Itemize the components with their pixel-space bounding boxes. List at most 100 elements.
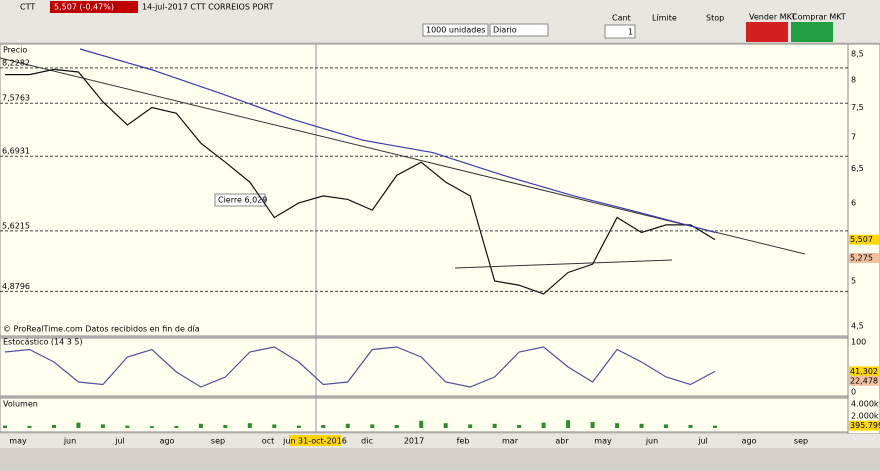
volume-bar — [664, 424, 669, 428]
volume-bar — [615, 423, 620, 428]
volume-bar — [468, 424, 473, 428]
month-label: jun — [645, 437, 658, 446]
volume-title: Volumen — [3, 400, 38, 409]
volume-bar — [76, 422, 81, 428]
last-label: 22,478 — [850, 376, 878, 385]
sell-button[interactable] — [746, 22, 788, 42]
month-label: jun — [63, 437, 76, 446]
volume-bar — [517, 425, 522, 428]
volume-bar — [713, 425, 717, 428]
stoch-title: Estocástico (14 3 5) — [3, 338, 83, 347]
last-label-box — [849, 366, 879, 377]
volume-bar — [370, 424, 375, 428]
y-tick-label: 7 — [851, 133, 856, 142]
y-tick-label: 5 — [851, 276, 856, 285]
volume-bar — [174, 425, 179, 428]
volume-bar — [296, 425, 301, 428]
volume-bar — [443, 423, 448, 428]
volume-bar — [566, 420, 571, 428]
series-line — [5, 68, 716, 295]
last-label: 5,507 — [850, 235, 873, 244]
last-label-box — [849, 253, 879, 264]
volume-bar — [688, 425, 693, 428]
volume-bar — [639, 423, 644, 428]
volume-bar — [272, 424, 277, 428]
volume-bar — [419, 420, 424, 428]
time-axis — [0, 434, 880, 448]
period-select[interactable] — [489, 23, 549, 37]
y-tick-label: 7,5 — [851, 103, 864, 112]
y-tick-label: 4.000k — [851, 400, 879, 409]
symbol: CTT — [20, 3, 35, 12]
copyright: © ProRealTime.com Datos recibidos en fin… — [3, 325, 200, 334]
quote: 5,507 (-0,47%) — [54, 3, 114, 12]
series-line — [4, 346, 716, 388]
volume-bar — [51, 425, 56, 428]
series-line — [79, 48, 716, 234]
description: 14-jul-2017 CTT CORREIOS PORT — [142, 3, 274, 12]
volume-bar — [149, 426, 154, 428]
volume-bar — [492, 423, 497, 428]
month-label: may — [594, 437, 612, 446]
month-label: jul — [114, 437, 125, 446]
month-label: feb — [457, 437, 470, 446]
sell-text: Vender MKT — [749, 13, 796, 22]
last-label: 5,275 — [850, 254, 873, 263]
volume-bar — [590, 422, 595, 428]
quantity-select[interactable] — [422, 23, 489, 37]
level-label: 7,5763 — [2, 94, 30, 103]
volume-bar — [198, 423, 203, 428]
cant-input[interactable] — [604, 24, 636, 39]
y-tick-label: 8,5 — [851, 50, 864, 59]
last-label: 395.799 — [850, 421, 880, 430]
y-tick-label: 6,5 — [851, 164, 864, 173]
month-label: ago — [742, 437, 757, 446]
month-label: mar — [502, 437, 519, 446]
volume-bar — [345, 423, 350, 428]
month-label: sep — [211, 437, 225, 446]
month-label: jun 31-oct-2016 — [282, 437, 347, 446]
y-tick-label: 100 — [851, 338, 866, 347]
level-label: 6,6931 — [2, 147, 30, 156]
volume-bar — [541, 422, 546, 428]
volume-panel — [0, 397, 849, 433]
month-label: oct — [262, 437, 274, 446]
volume-bar — [3, 425, 7, 428]
y-tick-label: 8 — [851, 75, 856, 84]
annotation: Cierre 6,029 — [218, 196, 267, 205]
month-label: abr — [555, 437, 569, 446]
cant-value: 1 — [628, 28, 633, 37]
last-label-box — [849, 375, 879, 386]
quantity-text: 1000 unidades — [426, 26, 485, 35]
month-label: jul — [697, 437, 708, 446]
y-tick-label: 4,5 — [851, 322, 864, 331]
month-label: may — [9, 437, 27, 446]
y-tick-label: 0 — [851, 388, 856, 397]
month-label: sep — [794, 437, 808, 446]
stoch-panel — [0, 337, 849, 397]
cant-label: Cant — [612, 14, 631, 23]
stop-label: Stop — [706, 14, 724, 23]
period-text: Diario — [493, 26, 517, 35]
volume-bar — [125, 425, 130, 428]
price-panel — [0, 43, 849, 337]
volume-bar — [223, 425, 228, 428]
buy-text: Comprar MKT — [792, 13, 846, 22]
limit-label: Límite — [652, 14, 677, 23]
volume-bar — [100, 424, 105, 428]
buy-button[interactable] — [791, 22, 833, 42]
y-tick-label: 6 — [851, 198, 856, 207]
price-title: Precio — [3, 46, 27, 55]
last-label: 41,302 — [850, 367, 878, 376]
last-label-box — [849, 234, 879, 245]
level-label: 5,6215 — [2, 221, 30, 230]
month-label: dic — [361, 437, 373, 446]
last-label-box — [849, 420, 879, 431]
level-label: 8,2282 — [2, 58, 30, 67]
volume-bar — [394, 425, 399, 428]
annotation-box — [214, 193, 266, 207]
level-label: 4,8796 — [2, 282, 30, 291]
cursor-date-box — [289, 435, 341, 446]
